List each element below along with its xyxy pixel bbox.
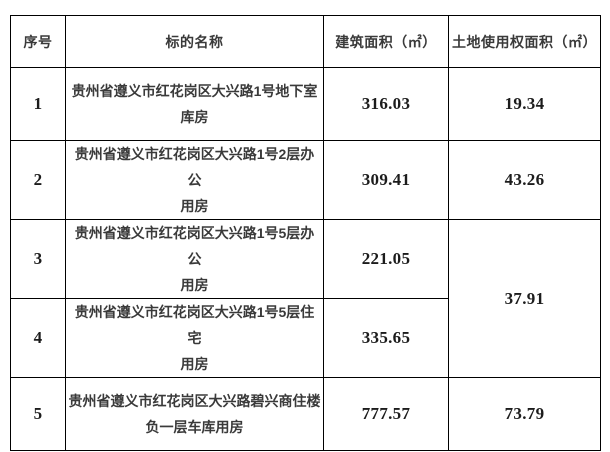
table-row-1: 1 贵州省遵义市红花岗区大兴路1号地下室 库房 316.03 19.34 bbox=[10, 67, 601, 141]
serial-number-cell: 2 bbox=[10, 140, 66, 220]
asset-name-cell: 贵州省遵义市红花岗区大兴路1号地下室 库房 bbox=[65, 67, 324, 141]
header-cell-asset-name: 标的名称 bbox=[65, 15, 324, 68]
building-area-cell: 309.41 bbox=[323, 140, 449, 220]
land-use-area-cell: 19.34 bbox=[448, 67, 601, 141]
land-use-area-cell: 73.79 bbox=[448, 377, 601, 451]
table-row-4: 4 贵州省遵义市红花岗区大兴路1号5层住宅 用房 335.65 bbox=[10, 298, 601, 378]
serial-number-cell: 3 bbox=[10, 219, 66, 299]
asset-name-cell: 贵州省遵义市红花岗区大兴路1号5层住宅 用房 bbox=[65, 298, 324, 378]
building-area-cell: 316.03 bbox=[323, 67, 449, 141]
header-cell-serial-number: 序号 bbox=[10, 15, 66, 68]
building-area-cell: 221.05 bbox=[323, 219, 449, 299]
header-row: 序号 标的名称 建筑面积（㎡） 土地使用权面积（㎡） bbox=[10, 15, 601, 68]
asset-name-cell: 贵州省遵义市红花岗区大兴路1号2层办公 用房 bbox=[65, 140, 324, 220]
serial-number-cell: 5 bbox=[10, 377, 66, 451]
header-cell-building-area: 建筑面积（㎡） bbox=[323, 15, 449, 68]
assets-table: 序号 标的名称 建筑面积（㎡） 土地使用权面积（㎡） 1 贵州省遵义市红花岗区大… bbox=[10, 15, 601, 451]
table-row-3: 3 贵州省遵义市红花岗区大兴路1号5层办公 用房 221.05 37.91 bbox=[10, 219, 601, 378]
building-area-cell: 335.65 bbox=[323, 298, 449, 378]
land-use-area-cell-merged: 37.91 bbox=[448, 219, 601, 378]
assets-table-container: 序号 标的名称 建筑面积（㎡） 土地使用权面积（㎡） 1 贵州省遵义市红花岗区大… bbox=[10, 15, 601, 451]
land-use-area-cell: 43.26 bbox=[448, 140, 601, 220]
asset-name-cell: 贵州省遵义市红花岗区大兴路碧兴商住楼 负一层车库用房 bbox=[65, 377, 324, 451]
asset-name-cell: 贵州省遵义市红花岗区大兴路1号5层办公 用房 bbox=[65, 219, 324, 299]
header-cell-land-use-area: 土地使用权面积（㎡） bbox=[448, 15, 601, 68]
serial-number-cell: 1 bbox=[10, 67, 66, 141]
serial-number-cell: 4 bbox=[10, 298, 66, 378]
table-row-5: 5 贵州省遵义市红花岗区大兴路碧兴商住楼 负一层车库用房 777.57 73.7… bbox=[10, 377, 601, 451]
table-row-2: 2 贵州省遵义市红花岗区大兴路1号2层办公 用房 309.41 43.26 bbox=[10, 140, 601, 220]
building-area-cell: 777.57 bbox=[323, 377, 449, 451]
